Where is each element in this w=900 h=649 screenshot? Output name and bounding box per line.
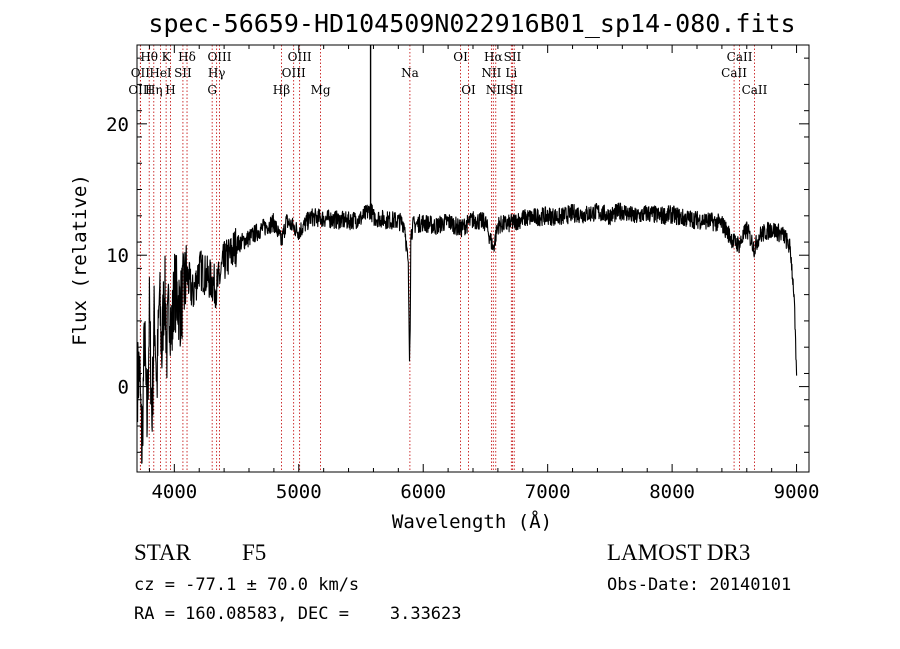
line-markers xyxy=(139,45,755,472)
obs-date: Obs-Date: 20140101 xyxy=(607,575,792,595)
line-label-27: CaII xyxy=(742,83,768,97)
line-label-20: SII xyxy=(504,50,522,64)
object-subclass: F5 xyxy=(242,540,267,565)
line-label-23: NII xyxy=(486,83,506,97)
line-label-18: OI xyxy=(461,83,476,97)
line-label-10: Hγ xyxy=(208,66,226,80)
plot-frame xyxy=(136,44,810,473)
x-axis-label: Wavelength (Å) xyxy=(392,510,552,533)
line-label-25: CaII xyxy=(727,50,753,64)
line-label-14: Hβ xyxy=(273,83,290,97)
line-label-6: SII xyxy=(174,66,192,80)
line-label-11: G xyxy=(207,83,217,97)
line-label-13: OIII xyxy=(282,66,306,80)
y-tick-label-0: 0 xyxy=(118,377,129,399)
line-label-17: OI xyxy=(453,50,468,64)
line-label-19: Hα xyxy=(484,50,503,64)
x-tick-label-4: 8000 xyxy=(649,481,695,503)
line-label-26: CaII xyxy=(721,66,747,80)
line-label-1: OII xyxy=(131,66,151,80)
x-tick-label-5: 9000 xyxy=(774,481,820,503)
line-label-0: Hθ xyxy=(140,50,158,64)
line-label-2: OIII xyxy=(128,83,152,97)
chart-title: spec-56659-HD104509N022916B01_sp14-080.f… xyxy=(148,9,795,38)
line-labels: Hθ OII OIII K HeI Hη SII H Hδ OIII Hγ G OIII OIII Hβ Mg… xyxy=(128,50,767,97)
line-label-21: NII xyxy=(481,66,501,80)
y-axis-ticks: 0 10 20 xyxy=(106,57,809,453)
line-label-12: OIII xyxy=(288,50,312,64)
x-tick-label-3: 7000 xyxy=(525,481,571,503)
survey-name: LAMOST DR3 xyxy=(607,540,751,565)
x-tick-label-1: 5000 xyxy=(276,481,322,503)
line-label-7: H xyxy=(165,83,175,97)
x-tick-label-2: 6000 xyxy=(400,481,446,503)
spectrum-series-flux xyxy=(137,202,798,464)
x-tick-label-0: 4000 xyxy=(151,481,197,503)
x-axis-ticks: 4000 5000 6000 7000 8000 9000 xyxy=(148,45,820,503)
line-label-24: SII xyxy=(505,83,523,97)
coordinates: RA = 160.08583, DEC = 3.33623 xyxy=(134,604,462,624)
line-label-8: Hδ xyxy=(178,50,196,64)
y-tick-label-1: 10 xyxy=(106,245,129,267)
line-label-5: Hη xyxy=(145,83,163,97)
redshift-value: cz = -77.1 ± 70.0 km/s xyxy=(134,575,360,595)
object-class: STAR xyxy=(134,540,191,565)
line-label-3: K xyxy=(162,50,172,64)
line-label-16: Na xyxy=(401,66,419,80)
line-label-9: OIII xyxy=(207,50,231,64)
line-label-15: Mg xyxy=(311,83,331,97)
y-tick-label-2: 20 xyxy=(106,114,129,136)
y-axis-label: Flux (relative) xyxy=(69,174,91,346)
line-label-4: HeI xyxy=(149,66,172,80)
line-label-22: Li xyxy=(505,66,517,80)
